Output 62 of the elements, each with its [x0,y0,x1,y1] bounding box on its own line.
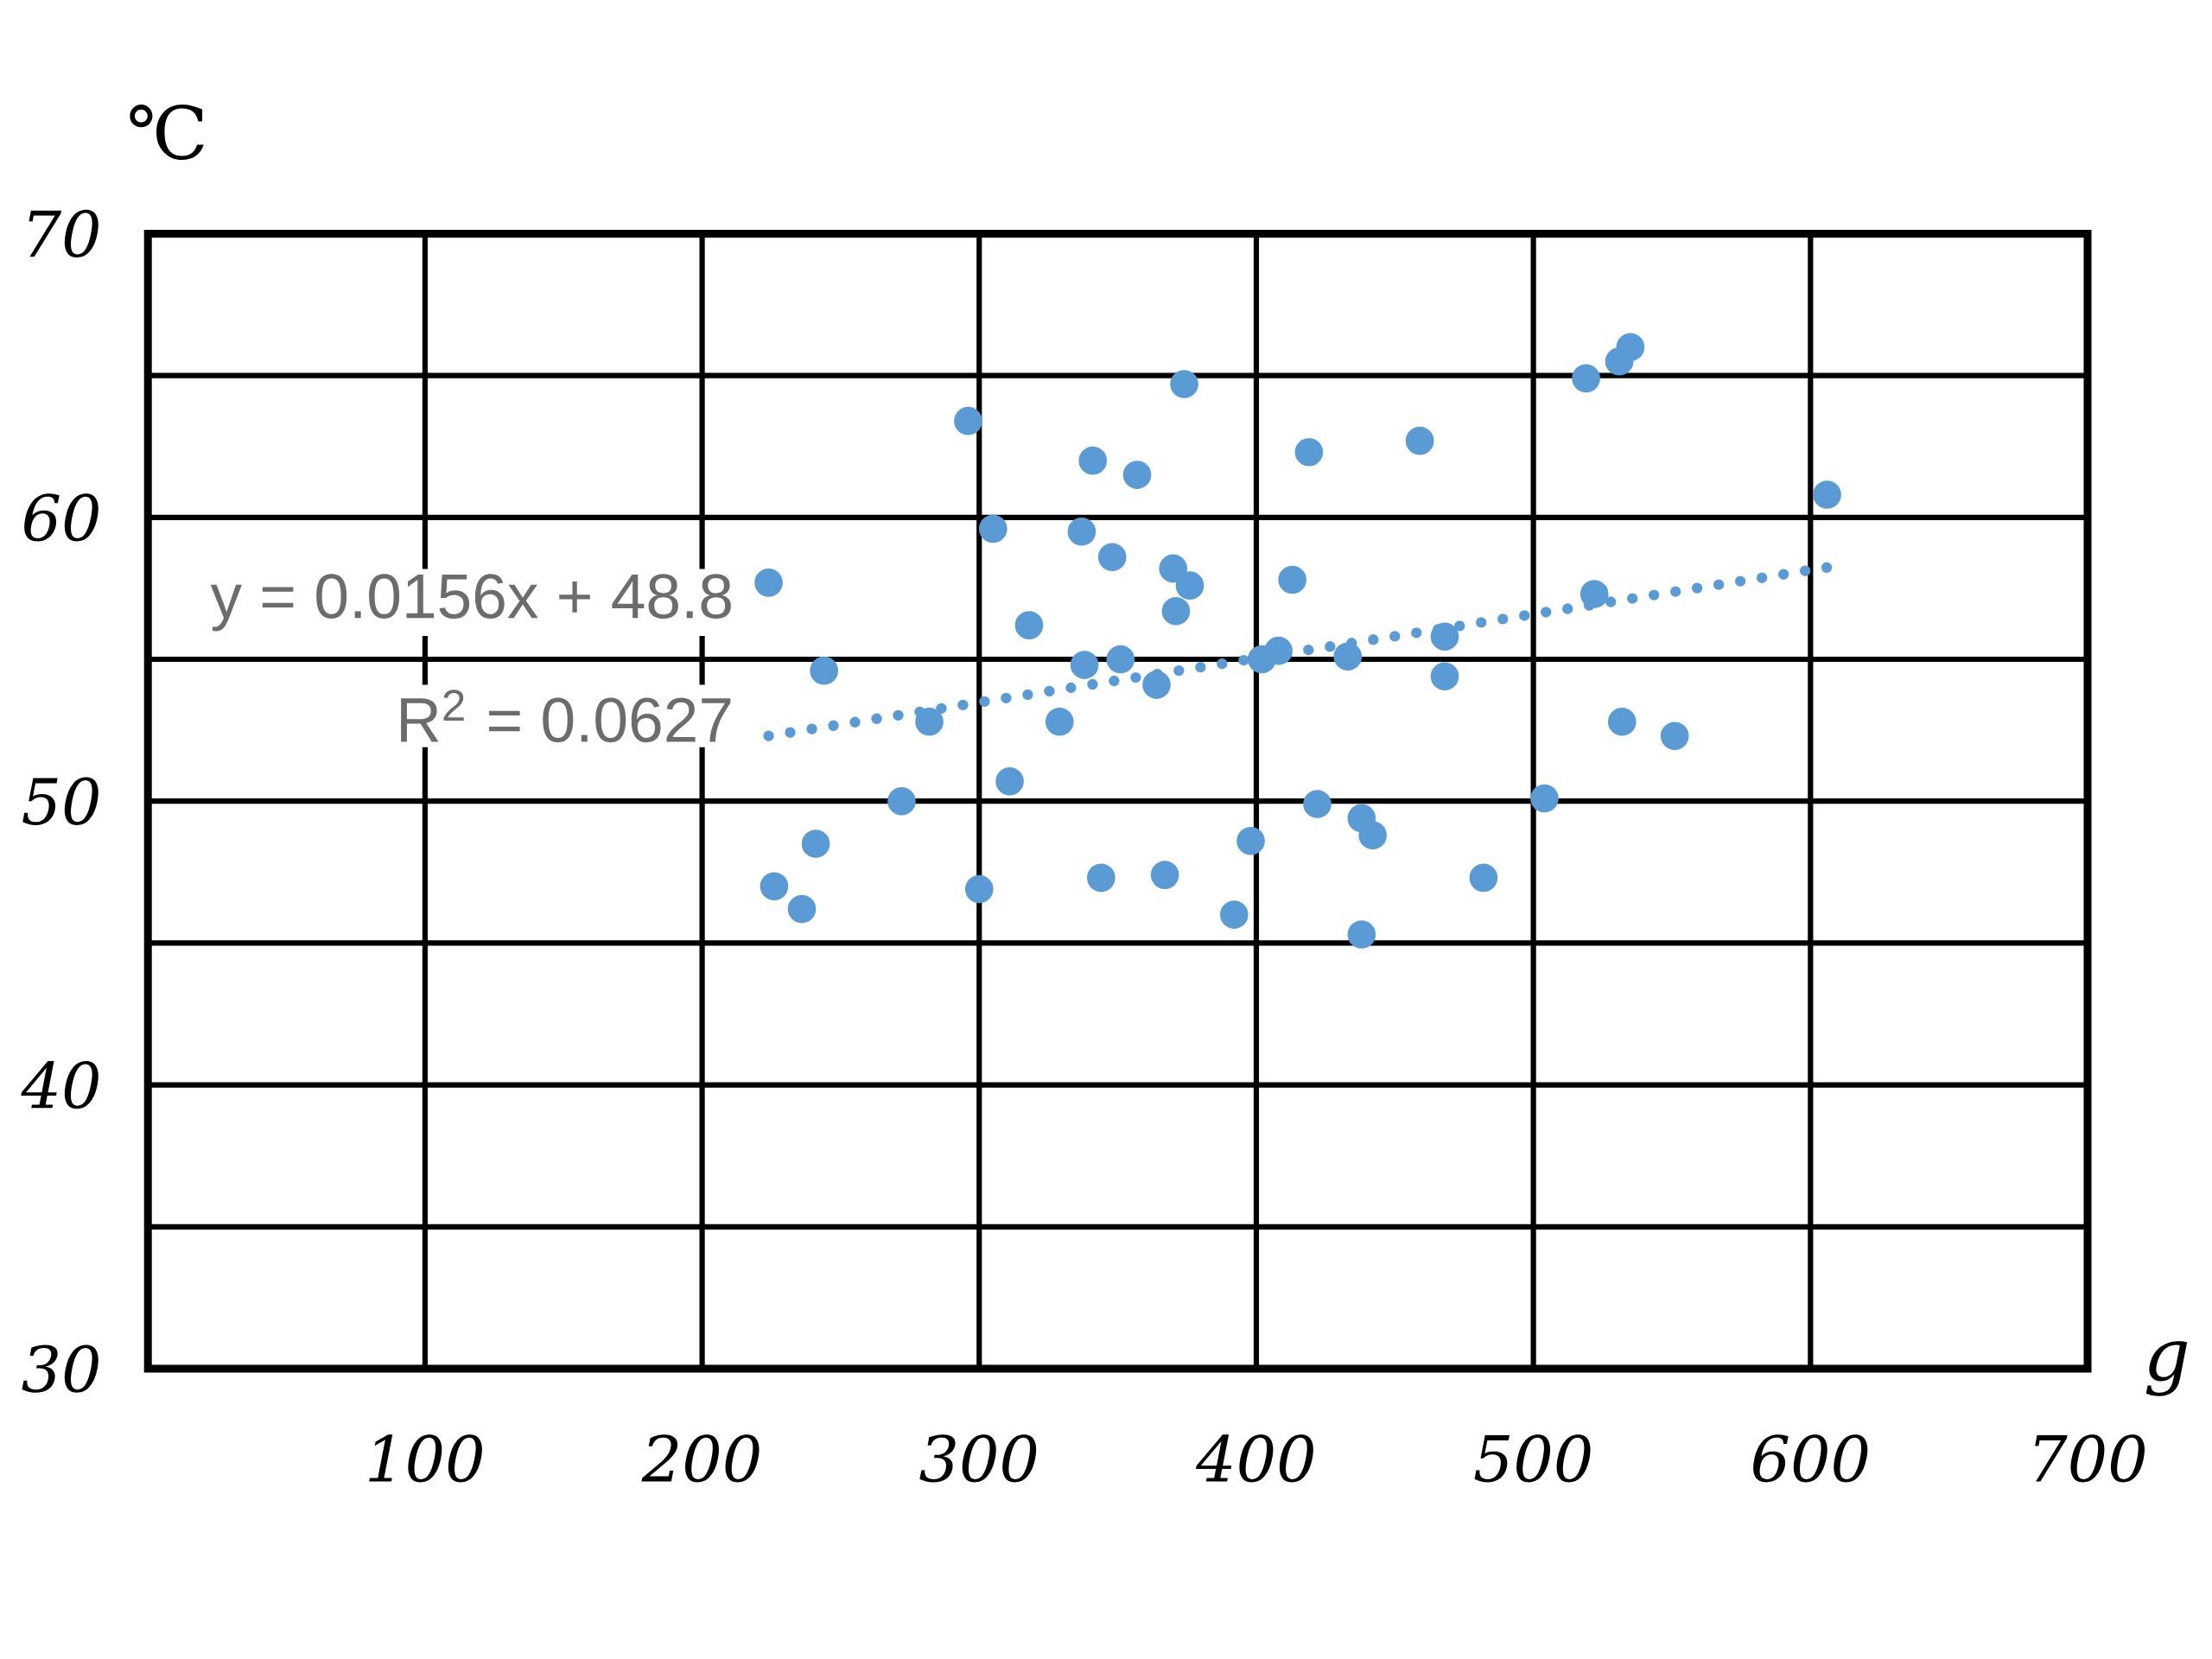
point [801,830,830,858]
point [1430,662,1459,691]
point [964,874,994,904]
x-tick-label: 300 [919,1434,1037,1483]
point [1294,437,1324,467]
point [1097,543,1127,572]
point [760,872,789,901]
point [1236,826,1265,855]
point [1170,370,1198,398]
point [1106,645,1135,674]
point [915,707,944,736]
point [1122,461,1152,489]
point [978,514,1007,543]
point [787,894,817,924]
point [1607,707,1637,736]
point [754,569,783,597]
point [1278,565,1306,594]
point [1045,707,1074,736]
x-tick-label: 400 [1195,1434,1313,1483]
y-tick-label: 60 [24,493,99,542]
y-tick-label: 30 [22,1344,99,1393]
point [1303,790,1332,818]
x-tick-label: 500 [1474,1434,1591,1483]
point [1264,636,1293,665]
point [1580,580,1609,608]
point [1150,861,1179,889]
point [1142,671,1171,699]
point [887,786,916,816]
y-tick-label: 40 [21,1060,99,1109]
point [1530,784,1559,813]
point [1660,721,1689,750]
point [954,406,982,435]
point [1078,446,1108,475]
x-tick-label: 700 [2035,1434,2145,1483]
point [1430,622,1459,652]
x-tick-label: 200 [641,1434,760,1483]
point [1161,596,1191,626]
point [1333,642,1363,671]
point [1358,821,1387,849]
y-tick-label: 70 [29,209,99,258]
point [1813,480,1841,509]
point [810,656,838,685]
y-axis-title: ℃ [130,105,204,160]
x-tick-label: 600 [1753,1434,1868,1483]
point [1087,863,1116,893]
y-tick-label: 50 [22,777,99,825]
point [1067,517,1096,546]
point [1175,571,1205,600]
point [1159,554,1188,583]
point [1572,364,1600,393]
point [995,766,1024,796]
point [1070,651,1099,679]
point [1405,426,1434,455]
x-axis-title: g [2145,1341,2188,1396]
annotation: R$^{2}$ = 0.0627 [401,690,731,743]
x-tick-label: 100 [369,1434,482,1483]
annotation: y = 0.0156x + 48.8 [210,574,731,632]
point [1469,863,1498,893]
point [1616,333,1645,362]
point [1014,611,1044,639]
point [1219,900,1249,929]
point [1347,920,1376,949]
